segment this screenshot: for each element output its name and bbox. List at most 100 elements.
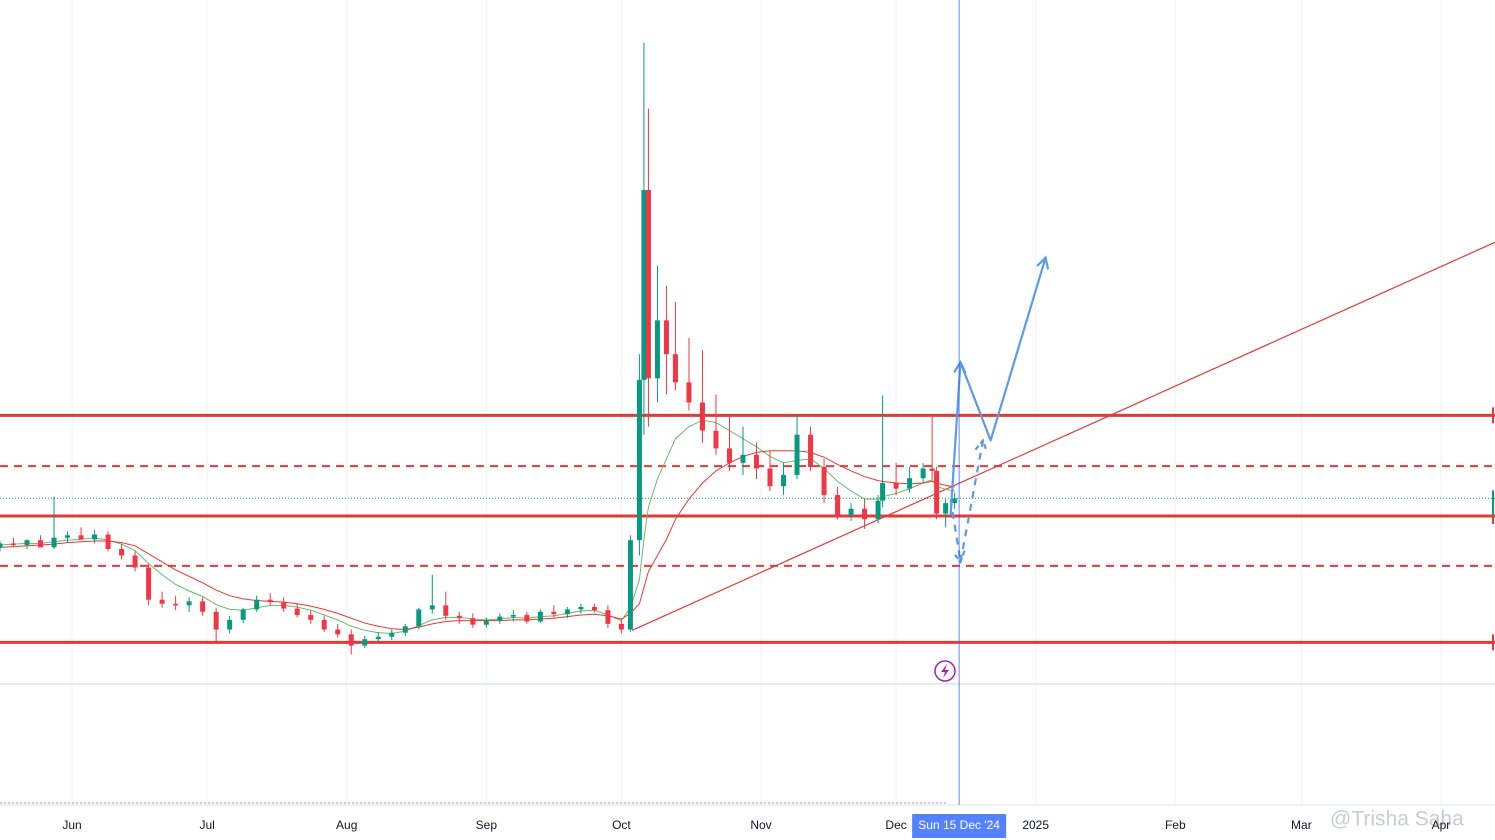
candle-body — [0, 543, 3, 548]
candle-body — [551, 611, 557, 615]
candle-body — [636, 379, 642, 541]
candle-body — [362, 639, 368, 646]
arrow-drawing — [959, 257, 1047, 442]
crosshair-label: Sun 15 Dec '24 — [918, 818, 1000, 832]
moving-average — [0, 450, 955, 631]
candle-body — [821, 466, 827, 496]
candle-body — [173, 603, 179, 606]
candle-body — [389, 632, 395, 637]
arrow-head — [974, 438, 988, 453]
grid-layer — [71, 0, 1442, 805]
crosshair-label-box — [912, 814, 1007, 838]
candle-body — [848, 508, 854, 516]
candle-body — [443, 605, 449, 616]
candle-body — [335, 629, 341, 635]
candle-body — [808, 434, 814, 467]
x-tick-label: Aug — [336, 818, 357, 832]
candle-body — [627, 540, 633, 630]
candle-body — [470, 618, 476, 625]
candle-body — [578, 606, 584, 610]
trendline — [631, 241, 1495, 631]
candle-body — [254, 599, 260, 610]
candle-body — [227, 619, 233, 630]
arrow-head — [952, 550, 966, 565]
candle-body — [952, 498, 958, 504]
plot-layer — [0, 0, 1495, 805]
candle-body — [24, 540, 30, 545]
candle-body — [893, 483, 899, 489]
candle-body — [200, 601, 206, 612]
candle-body — [240, 609, 246, 620]
x-tick-label: Nov — [750, 818, 771, 832]
candle-body — [781, 474, 787, 487]
candle-body — [880, 483, 886, 501]
candle-body — [618, 623, 624, 630]
candle-body — [713, 430, 719, 449]
candle-body — [754, 454, 760, 469]
x-tick-label: Jun — [62, 818, 81, 832]
candle-body — [416, 609, 422, 627]
candle-body — [281, 602, 287, 609]
candle-body — [862, 508, 868, 520]
candle-body — [159, 599, 165, 604]
candle-body — [78, 535, 84, 540]
candle-body — [740, 454, 746, 463]
candle-body — [767, 468, 773, 487]
candle-body — [605, 610, 611, 624]
candle-body — [641, 189, 647, 380]
candle-body — [564, 609, 570, 615]
candle-body — [591, 606, 597, 611]
candle-body — [186, 601, 192, 606]
candle-body — [663, 320, 669, 355]
candle-body — [11, 543, 17, 545]
candle-body — [65, 535, 71, 538]
candle-body — [645, 189, 651, 379]
candle-body — [686, 382, 692, 403]
arrow-drawing — [959, 440, 985, 563]
candle-body — [510, 615, 516, 617]
candle-body — [213, 611, 219, 630]
candle-body — [537, 611, 543, 622]
candle-body — [132, 555, 138, 568]
candle-body — [907, 478, 913, 489]
candle-body — [483, 620, 489, 625]
candle-body — [375, 636, 381, 640]
candle-body — [348, 634, 354, 646]
x-tick-label: Sep — [476, 818, 498, 832]
candle-body — [402, 626, 408, 633]
arrow-head — [1036, 255, 1050, 270]
candle-body — [105, 534, 111, 550]
candle-body — [267, 599, 273, 603]
candle-body — [943, 503, 949, 514]
candle-body — [294, 608, 300, 616]
x-tick-label: Oct — [612, 818, 631, 832]
candle-body — [524, 615, 530, 622]
candle-body — [429, 605, 435, 610]
watermark: @Trisha Saha — [1330, 808, 1464, 831]
candle-body — [726, 448, 732, 463]
x-tick-label: 2025 — [1022, 818, 1049, 832]
candle-body — [456, 615, 462, 619]
candle-body — [321, 619, 327, 630]
x-tick-label: Mar — [1291, 818, 1312, 832]
time-axis: Jun Jul Aug Sep Oct Nov Dec 2025 Feb Mar Apr Sun 15… — [62, 814, 1450, 838]
candle-body — [146, 567, 152, 600]
x-tick-label: Feb — [1165, 818, 1186, 832]
candle-body — [654, 320, 660, 379]
candle-body — [794, 434, 800, 475]
candle-body — [929, 468, 935, 471]
candle-body — [38, 540, 44, 548]
candle-body — [497, 616, 503, 621]
candle-body — [835, 495, 841, 516]
alert-icon — [934, 660, 956, 682]
x-tick-label: Dec — [885, 818, 906, 832]
candle-body — [119, 549, 125, 556]
x-tick-label: Apr — [1432, 818, 1451, 832]
candle-body — [934, 470, 940, 514]
candle-body — [672, 354, 678, 383]
candle-body — [699, 402, 705, 431]
candle-body — [51, 537, 57, 548]
candle-body — [875, 500, 881, 520]
